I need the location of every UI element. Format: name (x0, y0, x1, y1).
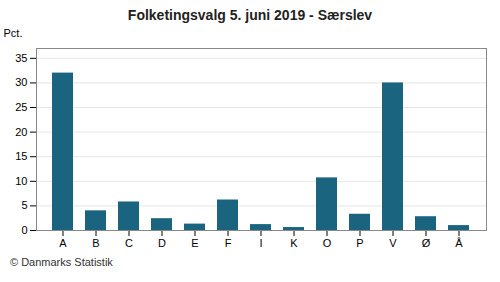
svg-text:35: 35 (15, 52, 27, 64)
svg-text:D: D (158, 237, 166, 249)
svg-text:I: I (259, 237, 262, 249)
svg-text:O: O (323, 237, 332, 249)
svg-text:K: K (290, 237, 298, 249)
svg-text:15: 15 (15, 150, 27, 162)
svg-text:25: 25 (15, 101, 27, 113)
html-text:© Danmarks Statistik: © Danmarks Statistik (10, 256, 113, 268)
svg-text:Å: Å (455, 237, 463, 249)
svg-text:10: 10 (15, 175, 27, 187)
svg-text:C: C (125, 237, 133, 249)
svg-text:P: P (356, 237, 363, 249)
svg-text:Pct.: Pct. (4, 27, 23, 39)
svg-text:E: E (191, 237, 198, 249)
svg-text:B: B (92, 237, 99, 249)
svg-text:V: V (389, 237, 397, 249)
svg-text:5: 5 (21, 199, 27, 211)
svg-text:A: A (59, 237, 67, 249)
html-text:Folketingsvalg 5. juni 2019 -: Folketingsvalg 5. juni 2019 - Særslev (127, 7, 373, 23)
svg-text:30: 30 (15, 76, 27, 88)
svg-text:Ø: Ø (422, 237, 431, 249)
svg-text:20: 20 (15, 126, 27, 138)
svg-text:0: 0 (21, 224, 27, 236)
svg-text:F: F (225, 237, 232, 249)
